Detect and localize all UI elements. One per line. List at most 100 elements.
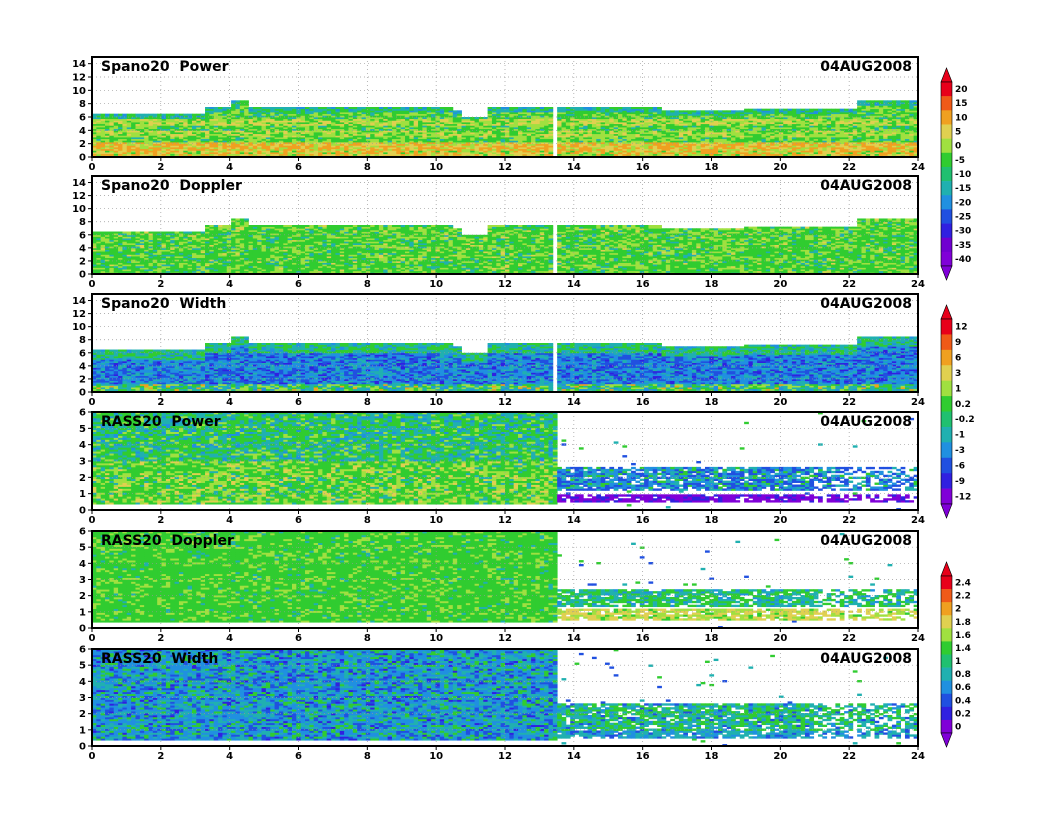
heatmap-cell [391,143,397,146]
heatmap-cell [152,123,158,126]
heatmap-cell [331,148,336,151]
heatmap-cell [96,138,102,141]
heatmap-cell [118,128,123,131]
heatmap-cell [309,142,315,145]
heatmap-cell [461,133,467,136]
heatmap-cell [487,128,493,131]
heatmap-cell [252,132,258,135]
heatmap-cell [348,142,354,145]
heatmap-cell [174,137,180,140]
heatmap-cell [452,118,458,121]
heatmap-cell [431,137,436,140]
heatmap-cell [274,138,280,141]
heatmap-cell [252,108,258,111]
heatmap-cell [361,117,367,120]
heatmap-cell [505,137,510,140]
heatmap-cell [152,143,158,146]
heatmap-cell [496,142,502,145]
heatmap-cell [226,153,232,156]
heatmap-cell [387,148,393,151]
heatmap-cell [413,107,419,110]
heatmap-cell [270,120,275,123]
heatmap-cell [474,140,480,143]
heatmap-cell [231,132,236,135]
heatmap-cell [400,137,406,140]
heatmap-cell [300,140,306,143]
heatmap-cell [309,133,315,136]
heatmap-cell [165,140,171,143]
heatmap-cell [239,147,245,150]
heatmap-cell [418,127,423,130]
heatmap-cell [322,133,328,136]
heatmap-cell [400,123,406,126]
heatmap-cell [113,143,119,146]
heatmap-cell [474,120,480,123]
heatmap-cell [248,110,254,113]
heatmap-cell [405,135,410,138]
heatmap-cell [252,142,258,145]
heatmap-cell [96,122,102,125]
heatmap-cell [265,148,271,151]
heatmap-cell [200,140,206,143]
heatmap-cell [457,117,462,120]
heatmap-cell [326,140,332,143]
heatmap-cell [148,128,154,131]
heatmap-cell [339,113,345,116]
heatmap-cell [478,123,484,126]
heatmap-cell [152,117,158,120]
heatmap-cell [244,117,249,120]
heatmap-cell [183,153,189,156]
heatmap-cell [235,128,241,131]
heatmap-cell [322,140,328,143]
heatmap-cell [487,115,493,118]
heatmap-cell [413,150,419,153]
heatmap-cell [426,115,432,118]
heatmap-cell [422,125,428,128]
heatmap-cell [418,137,423,140]
heatmap-cell [122,125,128,128]
heatmap-cell [305,143,310,146]
heatmap-cell [313,132,319,135]
heatmap-cell [513,148,519,151]
heatmap-cell [287,128,293,131]
heatmap-cell [405,110,410,113]
heatmap-cell [391,108,397,111]
heatmap-cell [387,132,393,135]
heatmap-cell [418,108,423,111]
heatmap-cell [265,153,271,156]
heatmap-cell [365,120,371,123]
heatmap-cell [491,112,497,115]
heatmap-cell [391,152,397,155]
heatmap-cell [170,113,175,116]
heatmap-cell [100,135,106,138]
heatmap-cell [261,123,267,126]
heatmap-cell [313,117,319,120]
heatmap-cell [92,145,97,148]
heatmap-cell [183,143,189,146]
heatmap-cell [513,132,519,135]
heatmap-cell [813,108,819,111]
heatmap-cell [191,115,197,118]
heatmap-cell [152,125,158,128]
heatmap-cell [435,132,441,135]
heatmap-cell [405,130,410,133]
heatmap-cell [105,153,110,156]
heatmap-cell [270,127,275,130]
heatmap-cell [118,117,123,120]
heatmap-cell [257,115,262,118]
heatmap-cell [187,118,193,121]
heatmap-cell [357,143,362,146]
heatmap-cell [244,103,249,106]
heatmap-cell [509,125,515,128]
heatmap-cell [513,133,519,136]
heatmap-cell [248,133,254,136]
heatmap-cell [383,117,389,120]
heatmap-cell [418,112,423,115]
heatmap-cell [118,152,123,155]
heatmap-cell [357,120,362,123]
heatmap-cell [274,113,280,116]
heatmap-cell [383,137,389,140]
heatmap-cell [105,148,110,151]
heatmap-cell [157,142,162,145]
